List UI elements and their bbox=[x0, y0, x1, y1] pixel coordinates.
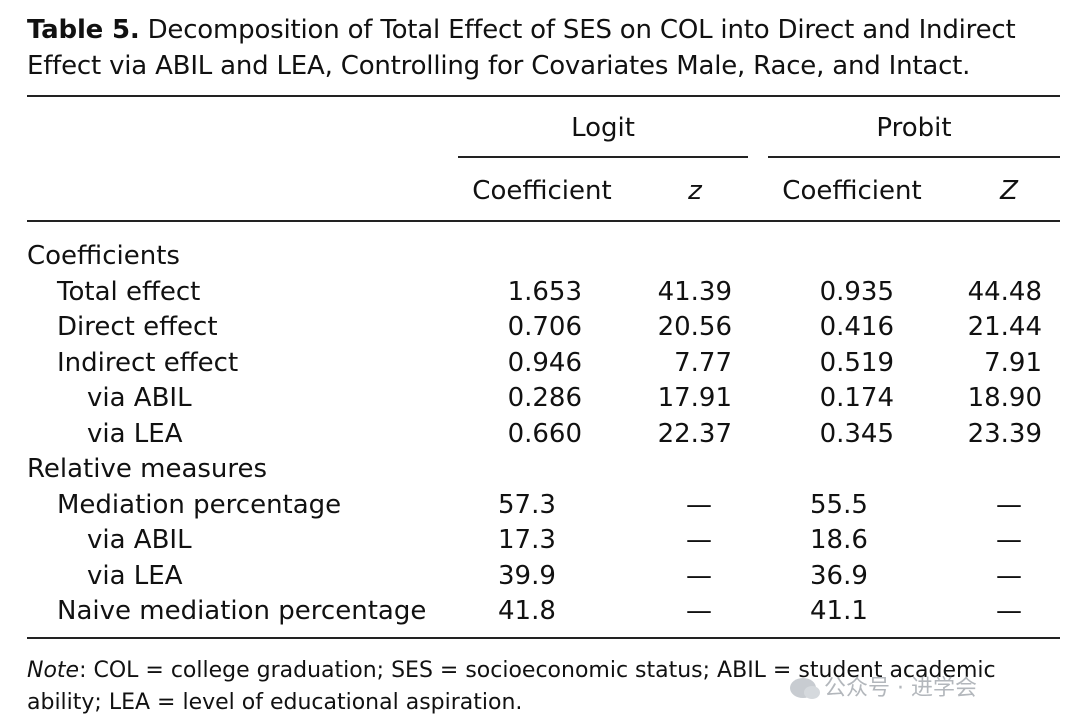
table-cell: 0.174 bbox=[819, 383, 894, 413]
column-header-logit-z: z bbox=[688, 176, 702, 206]
table-cell: 44.48 bbox=[967, 276, 1042, 307]
chat-icon bbox=[790, 678, 820, 699]
note-text: : COL = college graduation; SES = socioe… bbox=[27, 658, 996, 715]
table-cell: 18.90 bbox=[967, 383, 1042, 413]
table-cell: — bbox=[996, 489, 1022, 520]
table-cell: 20.56 bbox=[657, 312, 732, 342]
table-cell: 0.345 bbox=[819, 418, 894, 449]
table-cell: 0.935 bbox=[819, 276, 894, 307]
table-cell: 0.946 bbox=[507, 347, 582, 378]
table-cell: 7.77 bbox=[674, 347, 732, 378]
row-label: via LEA bbox=[87, 418, 183, 449]
probit-underline bbox=[768, 156, 1060, 158]
table-cell: 41.8 bbox=[498, 596, 556, 626]
column-header-logit-coefficient: Coefficient bbox=[472, 176, 612, 206]
table-cell: 57.3 bbox=[498, 489, 556, 520]
table-cell: 23.39 bbox=[967, 418, 1042, 449]
table-cell: 55.5 bbox=[810, 489, 868, 520]
row-label: Total effect bbox=[57, 276, 201, 307]
row-label: via LEA bbox=[87, 560, 183, 591]
header-bottom-rule bbox=[27, 220, 1060, 222]
column-header-probit-z: Z bbox=[1000, 176, 1018, 206]
note-label: Note bbox=[27, 658, 80, 683]
table-cell: 18.6 bbox=[810, 525, 868, 555]
table-caption-label: Table 5. bbox=[27, 15, 140, 45]
table-cell: 7.91 bbox=[984, 347, 1042, 378]
table-caption: Table 5. Decomposition of Total Effect o… bbox=[27, 12, 1067, 84]
table-cell: 1.653 bbox=[507, 276, 582, 307]
row-label: via ABIL bbox=[87, 383, 192, 413]
row-label: Indirect effect bbox=[57, 347, 239, 378]
table-cell: 0.416 bbox=[819, 312, 894, 342]
row-label: via ABIL bbox=[87, 525, 192, 555]
table-note: Note: COL = college graduation; SES = so… bbox=[27, 655, 1067, 719]
table-cell: — bbox=[686, 525, 712, 555]
table-cell: 39.9 bbox=[498, 560, 556, 591]
group-header-probit: Probit bbox=[876, 113, 952, 143]
row-label: Direct effect bbox=[57, 312, 218, 342]
section-heading: Coefficients bbox=[27, 241, 180, 271]
table-cell: 17.91 bbox=[657, 383, 732, 413]
table-cell: — bbox=[686, 596, 712, 626]
section-heading: Relative measures bbox=[27, 454, 268, 484]
table-cell: — bbox=[996, 560, 1022, 591]
table-cell: — bbox=[686, 489, 712, 520]
bottom-rule bbox=[27, 637, 1060, 639]
table-cell: 22.37 bbox=[657, 418, 732, 449]
table-cell: — bbox=[996, 525, 1022, 555]
logit-underline bbox=[458, 156, 748, 158]
table-cell: 41.39 bbox=[657, 276, 732, 307]
watermark: 公众号 · 进学会 bbox=[790, 670, 977, 702]
table-cell: 0.286 bbox=[507, 383, 582, 413]
table-cell: 41.1 bbox=[810, 596, 868, 626]
table-cell: 0.706 bbox=[507, 312, 582, 342]
table-cell: 21.44 bbox=[967, 312, 1042, 342]
table-cell: — bbox=[996, 596, 1022, 626]
watermark-text: 公众号 · 进学会 bbox=[824, 676, 977, 701]
table-cell: 17.3 bbox=[498, 525, 556, 555]
table-cell: 0.519 bbox=[819, 347, 894, 378]
top-rule bbox=[27, 95, 1060, 97]
column-header-probit-coefficient: Coefficient bbox=[782, 176, 922, 206]
row-label: Mediation percentage bbox=[57, 489, 342, 520]
row-label: Naive mediation percentage bbox=[57, 596, 427, 626]
table-caption-text: Decomposition of Total Effect of SES on … bbox=[27, 15, 1016, 81]
table-cell: 0.660 bbox=[507, 418, 582, 449]
group-header-logit: Logit bbox=[571, 113, 635, 143]
table-cell: — bbox=[686, 560, 712, 591]
table-cell: 36.9 bbox=[810, 560, 868, 591]
